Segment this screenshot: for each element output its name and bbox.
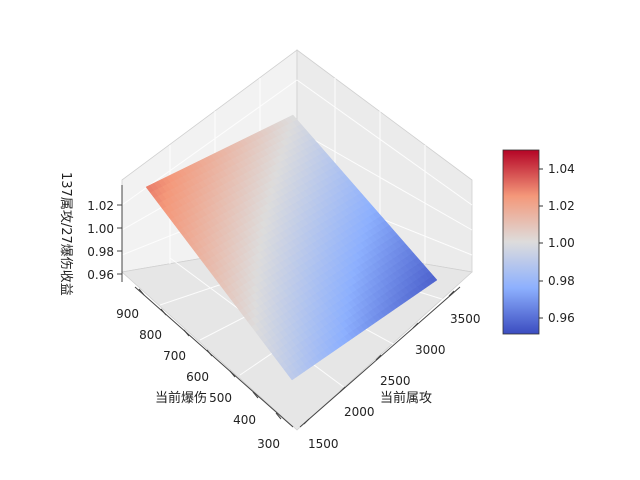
y-tick-labels: 900 800 700 600 500 400 300 bbox=[116, 307, 280, 451]
z-tick-label: 0.96 bbox=[87, 268, 114, 282]
x-axis-title: 当前属攻 bbox=[380, 390, 432, 406]
y-tick-label: 600 bbox=[186, 370, 209, 384]
z-tick-labels: 1.02 1.00 0.98 0.96 bbox=[87, 199, 114, 282]
colorbar-tick-label: 1.04 bbox=[548, 162, 575, 176]
axis-lines bbox=[121, 185, 461, 428]
x-tick-label: 2000 bbox=[344, 405, 375, 419]
y-tick-label: 900 bbox=[116, 307, 139, 321]
x-tick-label: 1500 bbox=[308, 437, 339, 451]
y-axis-title: 当前爆伤 bbox=[155, 390, 207, 406]
y-axis-line bbox=[134, 286, 294, 428]
tick-marks bbox=[117, 204, 455, 425]
colorbar-tick-label: 0.96 bbox=[548, 311, 575, 325]
x-tick-label: 2500 bbox=[380, 374, 411, 388]
colorbar-tick-label: 1.02 bbox=[548, 199, 575, 213]
z-tick-label: 0.98 bbox=[87, 245, 114, 259]
surface-facet bbox=[288, 114, 298, 122]
z-axis-title: 137属攻/27爆伤收益 bbox=[58, 172, 73, 296]
x-tick-labels: 1500 2000 2500 3000 3500 bbox=[308, 312, 481, 451]
y-tick-label: 700 bbox=[163, 349, 186, 363]
x-tick-label: 3500 bbox=[450, 312, 481, 326]
y-tick-label: 300 bbox=[257, 437, 280, 451]
z-tick-label: 1.02 bbox=[87, 199, 114, 213]
colorbar-gradient bbox=[502, 149, 540, 335]
colorbar-tick-label: 0.98 bbox=[548, 274, 575, 288]
z-tick-label: 1.00 bbox=[87, 222, 114, 236]
y-tick-label: 400 bbox=[233, 413, 256, 427]
x-tick-label: 3000 bbox=[415, 343, 446, 357]
y-tick-label: 500 bbox=[209, 391, 232, 405]
y-tick-label: 800 bbox=[139, 328, 162, 342]
colorbar-tick-label: 1.00 bbox=[548, 236, 575, 250]
colorbar: 0.96 0.98 1.00 1.02 1.04 bbox=[502, 149, 575, 335]
surface-mesh bbox=[145, 114, 438, 381]
x-axis-line bbox=[299, 286, 461, 428]
